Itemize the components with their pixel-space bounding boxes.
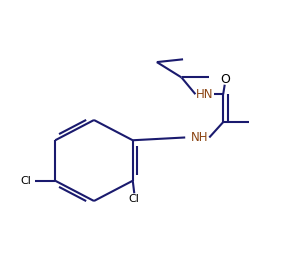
Text: O: O bbox=[220, 73, 230, 86]
Text: Cl: Cl bbox=[129, 194, 140, 204]
Text: Cl: Cl bbox=[20, 176, 31, 186]
Text: HN: HN bbox=[196, 88, 213, 101]
Text: NH: NH bbox=[191, 131, 209, 144]
